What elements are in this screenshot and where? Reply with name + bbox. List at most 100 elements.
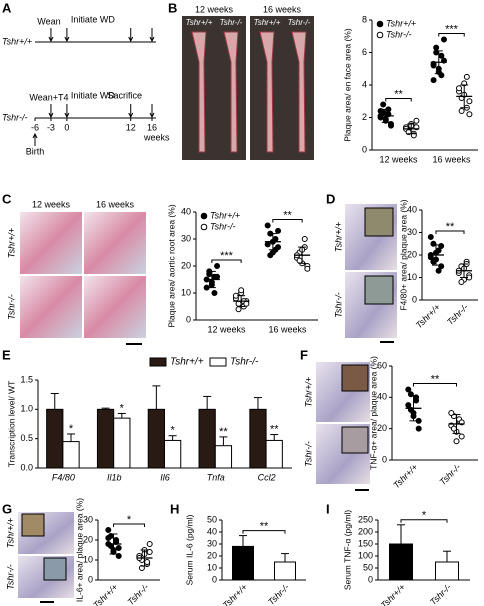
data-point: [214, 273, 221, 280]
image: [84, 212, 146, 274]
bar: [435, 561, 459, 581]
y-tick-label: 20: [181, 260, 191, 270]
panel-letter: G: [2, 501, 12, 516]
x-tick-label: Tshr+/+: [379, 582, 407, 606]
aorta-images: 12 weeks 16 weeks Tshr+/+ Tshr-/- Tshr+/…: [182, 4, 314, 160]
panel-letter: D: [326, 191, 335, 206]
significance-bracket: [413, 383, 457, 387]
panel-letters: A B C D E F G H I: [2, 0, 335, 516]
f-images: Tshr+/+ Tshr-/-: [303, 362, 370, 491]
data-point: [450, 425, 457, 432]
y-tick-label: 40: [207, 526, 217, 536]
legend-marker: [376, 20, 384, 28]
significance-label: **: [446, 221, 455, 233]
y-tick-label: 4: [362, 79, 367, 89]
data-point: [433, 44, 440, 51]
panel-letter: A: [2, 0, 12, 15]
column-label: 12 weeks: [195, 4, 234, 14]
x-tick-label: F4/80: [52, 472, 75, 482]
y-tick-label: 10: [181, 287, 191, 297]
tick-label: 0: [64, 122, 69, 132]
data-point: [413, 117, 420, 124]
data-point: [235, 300, 242, 307]
data-point: [380, 101, 387, 108]
y-axis-label: IL-6+ area/ plaque area (%): [74, 498, 84, 602]
bar: [389, 543, 413, 581]
arrow-head: [149, 112, 155, 119]
event-label: Wean+T4: [29, 92, 68, 102]
d-images: Tshr+/+ Tshr-/-: [333, 204, 397, 343]
arrow-head: [48, 112, 54, 119]
legend-label: Tshr+/+: [210, 210, 240, 220]
data-point: [206, 271, 213, 278]
y-tick-label: 40: [377, 392, 387, 402]
significance-label: **: [283, 209, 292, 221]
legend-label: Tshr-/-: [386, 29, 412, 39]
data-point: [304, 265, 311, 272]
event-label: Initiate WD: [71, 90, 116, 100]
data-point: [264, 222, 271, 229]
y-tick-label: 10: [207, 562, 217, 572]
significance-label: *: [127, 514, 132, 526]
data-point: [243, 300, 250, 307]
data-point: [405, 386, 412, 393]
data-point: [466, 98, 473, 105]
y-tick-label: 20: [83, 534, 93, 544]
panel-letter: B: [168, 0, 177, 15]
tick-label: 12: [126, 122, 136, 132]
genotype-label: Tshr-/-: [220, 18, 243, 27]
tick-label: -6: [31, 122, 39, 132]
image: [20, 212, 82, 274]
event-label: Wean: [37, 16, 60, 26]
y-tick-label: 1.5: [20, 374, 33, 384]
inset: [364, 275, 394, 305]
y-tick-label: 2: [362, 112, 367, 122]
tick-label: 16: [147, 122, 157, 132]
significance-label: **: [431, 373, 440, 385]
tick-label: -3: [47, 122, 55, 132]
legend-marker: [209, 357, 227, 367]
legend-label: Tshr+/+: [386, 18, 416, 28]
y-tick-label: 6: [362, 47, 367, 57]
arrow-head: [149, 36, 155, 43]
significance-label: *: [69, 423, 74, 435]
y-axis-label: F4/80+ area/ plaque area (%): [398, 199, 408, 310]
y-tick-label: 30: [83, 514, 93, 524]
significance-label: **: [270, 423, 279, 435]
data-point: [238, 287, 245, 294]
x-tick-label: 16 weeks: [432, 154, 471, 164]
data-point: [275, 227, 282, 234]
significance-bracket: [385, 98, 412, 102]
data-point: [264, 241, 271, 248]
data-point: [296, 257, 303, 264]
legend-marker: [200, 223, 208, 231]
data-point: [463, 73, 470, 80]
significance-bracket: [435, 230, 465, 234]
sacrifice-label: Sacrifice: [107, 90, 142, 100]
row-label: Tshr-/-: [6, 294, 16, 320]
y-tick-label: 0: [362, 144, 367, 154]
arrow-head: [128, 36, 134, 43]
x-tick-label: Tshr+/+: [91, 582, 119, 606]
significance-bracket: [272, 219, 303, 223]
data-point: [105, 535, 112, 541]
data-point: [387, 122, 394, 129]
y-tick-label: 250: [358, 514, 373, 524]
data-point: [146, 549, 153, 555]
column-label: 16 weeks: [96, 199, 135, 209]
panel-letter: I: [326, 501, 330, 516]
x-tick-label: Tnfa: [207, 472, 225, 482]
y-tick-label: 50: [207, 514, 217, 524]
x-tick-label: Tshr-/-: [445, 302, 470, 327]
legend-marker: [376, 31, 384, 39]
column-label: 12 weeks: [32, 199, 71, 209]
column-label: 16 weeks: [263, 4, 302, 14]
x-tick-label: Tshr-/-: [266, 582, 291, 606]
legend-marker: [149, 357, 167, 367]
row-label: Tshr+/+: [6, 228, 16, 258]
y-tick-label: 150: [358, 538, 373, 548]
y-axis-label: TNF-α+ area/ plaque area (%): [368, 356, 378, 470]
row-label: Tshr-/-: [303, 441, 313, 467]
arrow-head: [64, 36, 70, 43]
data-point: [415, 425, 422, 432]
